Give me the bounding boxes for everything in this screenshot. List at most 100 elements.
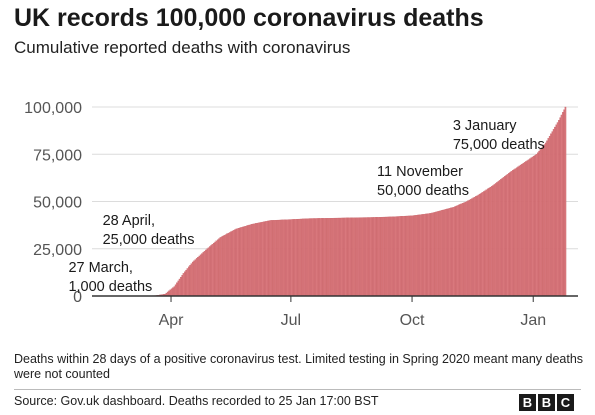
bar [169, 289, 172, 297]
bar [214, 241, 216, 297]
cumulative-deaths-chart: 0 25,000 50,000 75,000 100,000 Apr Jul Oct Jan 2… [24, 100, 578, 329]
bar [426, 213, 428, 297]
bar [427, 213, 430, 297]
bar [288, 219, 290, 297]
bar [230, 231, 232, 297]
bar [380, 217, 382, 297]
bar [371, 217, 373, 297]
bar [334, 217, 336, 297]
bar [421, 214, 423, 297]
bar [450, 207, 452, 297]
bar [367, 217, 369, 297]
bar [243, 226, 245, 297]
axes: 0 25,000 50,000 75,000 100,000 Apr Jul Oct Jan [24, 100, 578, 329]
bar [256, 222, 259, 297]
bar [492, 185, 494, 297]
bar [324, 218, 327, 297]
bar [365, 217, 368, 297]
bar [407, 215, 410, 297]
bar [319, 218, 322, 297]
logo-letter: C [557, 394, 574, 411]
bar [510, 171, 513, 297]
bar [517, 166, 519, 297]
bar [471, 198, 473, 297]
bar [562, 112, 564, 297]
bar [493, 184, 496, 297]
bar [342, 217, 344, 297]
bar [526, 160, 529, 297]
bar [463, 202, 465, 297]
bar [414, 215, 417, 297]
bar [178, 278, 181, 297]
bbc-logo: B B C [519, 394, 574, 411]
bar [530, 157, 532, 297]
bar [500, 179, 502, 297]
bar [489, 187, 492, 297]
bar [185, 269, 187, 297]
bar [377, 217, 380, 297]
bar [485, 189, 488, 297]
bar [544, 142, 547, 297]
bar [235, 228, 237, 297]
bar [289, 219, 291, 297]
bar [249, 224, 252, 297]
bar [234, 229, 236, 297]
chart-note: Deaths within 28 days of a positive coro… [14, 352, 584, 381]
bar [270, 220, 273, 297]
bar [253, 223, 256, 297]
bar [432, 212, 435, 297]
bar [502, 177, 505, 297]
bar [245, 225, 248, 297]
bar [347, 217, 349, 297]
bar [278, 219, 281, 297]
bar [372, 217, 374, 297]
bar [389, 216, 392, 297]
bar [521, 163, 523, 297]
bar [455, 205, 457, 297]
bar [417, 214, 419, 297]
bar [314, 218, 316, 297]
bar [284, 219, 286, 297]
bar [201, 253, 203, 297]
bar [438, 210, 440, 297]
bar [390, 216, 393, 297]
bar [189, 265, 191, 297]
bar [255, 223, 257, 297]
bar [327, 218, 330, 297]
annotation-value: 1,000 deaths [68, 279, 152, 295]
bar [464, 201, 467, 297]
bar [318, 218, 320, 297]
chart-title: UK records 100,000 coronavirus deaths [14, 4, 484, 32]
bar [248, 224, 251, 297]
bar [359, 217, 361, 297]
annotation-date: 11 November [377, 164, 463, 180]
bar [469, 199, 472, 297]
bar [348, 217, 351, 297]
bar [322, 218, 324, 297]
bar [197, 257, 199, 297]
bar [269, 220, 272, 297]
bar [357, 217, 360, 297]
bar [477, 194, 480, 297]
bar [352, 217, 355, 297]
bar [369, 217, 372, 297]
bar [280, 219, 282, 297]
bar [292, 219, 294, 297]
bar [513, 169, 515, 297]
bar [486, 188, 489, 297]
bar [307, 218, 310, 297]
bar [361, 217, 364, 297]
bar [168, 290, 170, 297]
bar [330, 218, 332, 297]
annotation-date: 27 March, [68, 260, 132, 276]
bar [483, 191, 485, 297]
bar [522, 163, 525, 297]
bar [386, 216, 389, 297]
bar [195, 258, 198, 297]
bar [180, 276, 182, 297]
bar [550, 133, 552, 297]
bar [211, 244, 214, 297]
bar [468, 199, 471, 297]
bar [423, 213, 426, 297]
bar [277, 219, 280, 297]
